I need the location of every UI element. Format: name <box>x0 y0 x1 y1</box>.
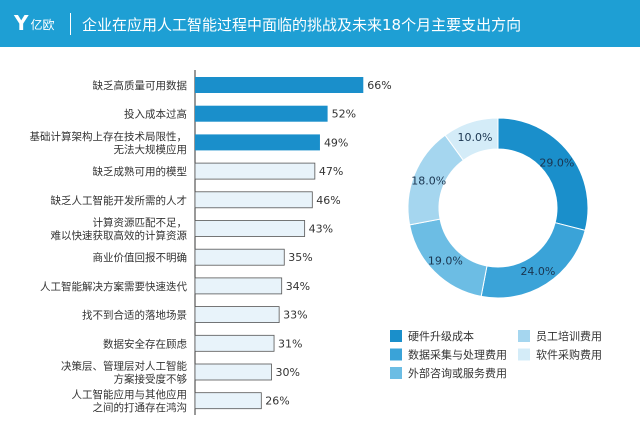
legend-swatch <box>518 330 530 342</box>
bar <box>195 134 320 151</box>
logo-text: 亿欧 <box>30 18 55 32</box>
category-label: 人工智能应用与其他应用 <box>72 388 188 401</box>
bar-value-label: 26% <box>265 395 289 408</box>
slice-label: 19.0% <box>428 255 463 268</box>
legend-label: 硬件升级成本 <box>408 329 474 343</box>
legend-label: 数据采集与处理费用 <box>408 348 507 362</box>
bar-value-label: 46% <box>316 194 340 207</box>
category-label: 无法大规模应用 <box>114 143 188 156</box>
category-label: 基础计算架构上存在技术局限性， <box>30 130 188 143</box>
category-label: 难以快速获取高效的计算资源 <box>51 229 188 242</box>
category-label: 之间的打通存在鸿沟 <box>93 401 188 414</box>
category-label: 缺乏高质量可用数据 <box>93 79 188 92</box>
bar-value-label: 31% <box>278 337 302 350</box>
category-label: 找不到合适的落地场景 <box>82 309 187 322</box>
donut-slice <box>497 117 589 231</box>
category-label: 计算资源匹配不足， <box>93 216 188 229</box>
bar <box>194 334 275 352</box>
logo: Y 亿欧 <box>14 11 55 35</box>
legend-swatch <box>390 367 402 379</box>
category-label: 投入成本过高 <box>124 108 187 121</box>
bar <box>194 277 283 295</box>
slice-label: 24.0% <box>520 265 555 278</box>
category-label: 数据安全存在顾虑 <box>103 337 187 350</box>
legend-swatch <box>390 330 402 342</box>
bar <box>194 191 313 209</box>
bar-value-label: 34% <box>286 280 310 293</box>
category-label: 缺乏人工智能开发所需的人才 <box>51 194 188 207</box>
legend-swatch <box>390 348 402 361</box>
bar-value-label: 52% <box>332 108 356 121</box>
bar-value-label: 35% <box>288 251 312 264</box>
legend-label: 外部咨询或服务费用 <box>408 366 507 380</box>
divider <box>70 13 71 35</box>
legend-label: 员工培训费用 <box>536 329 602 343</box>
bar <box>194 392 262 410</box>
slice-label: 18.0% <box>411 175 446 188</box>
bar-value-label: 49% <box>324 136 348 149</box>
slice-label: 10.0% <box>458 131 493 144</box>
slice-label: 29.0% <box>539 156 574 169</box>
header: Y 亿欧 企业在应用人工智能过程中面临的挑战及未来18个月主要支出方向 <box>0 0 640 47</box>
category-label: 缺乏成熟可用的模型 <box>93 165 188 178</box>
bar-value-label: 47% <box>319 165 343 178</box>
bar <box>194 363 272 381</box>
donut-slice <box>444 117 499 161</box>
category-label: 决策层、管理层对人工智能 <box>61 360 187 373</box>
bar <box>194 162 316 180</box>
bar <box>194 220 306 237</box>
category-label: 人工智能解决方案需要快速迭代 <box>40 280 187 293</box>
category-label: 商业价值回报不明确 <box>93 251 188 264</box>
donut-slice <box>480 222 586 299</box>
bar <box>194 248 285 266</box>
bar <box>195 77 364 93</box>
legend-label: 软件采购费用 <box>536 348 602 362</box>
legend-swatch <box>518 348 530 361</box>
bar-value-label: 43% <box>309 223 333 236</box>
category-label: 方案接受度不够 <box>114 373 188 386</box>
bar-value-label: 66% <box>367 79 391 92</box>
bar-value-label: 30% <box>276 366 300 379</box>
bar <box>194 306 280 324</box>
bar <box>195 105 328 122</box>
bar-value-label: 33% <box>283 309 307 322</box>
chart-title: 企业在应用人工智能过程中面临的挑战及未来18个月主要支出方向 <box>82 16 522 34</box>
